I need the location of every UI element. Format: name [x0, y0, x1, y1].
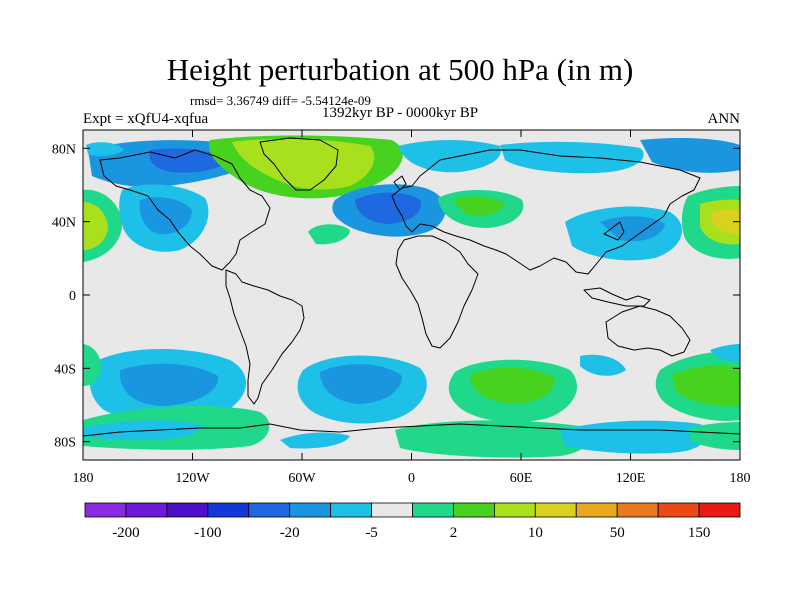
colorbar-label: -5: [365, 525, 378, 541]
colorbar-box: [412, 502, 454, 518]
lon-label: 60E: [510, 471, 533, 486]
colorbar-label: -200: [112, 525, 140, 541]
colorbar-box: [575, 502, 618, 518]
colorbar-label: -20: [280, 525, 300, 541]
colorbar: [84, 502, 741, 518]
colorbar-box: [493, 502, 536, 518]
lon-label: 0: [408, 471, 415, 486]
period-label: 1392kyr BP - 0000kyr BP: [322, 105, 479, 121]
colorbar-box: [166, 502, 209, 518]
colorbar-box: [698, 502, 741, 518]
colorbar-label: 2: [450, 525, 458, 541]
longitude-labels: 180 120W 60W 0 60E 120E 180: [73, 471, 751, 486]
colorbar-box: [330, 502, 372, 518]
colorbar-box: [84, 502, 127, 518]
japan-coast: [603, 221, 625, 241]
colorbar-box: [371, 502, 413, 518]
colorbar-label: 150: [688, 525, 711, 541]
colorbar-box: [248, 502, 291, 518]
colorbar-box: [534, 502, 577, 518]
lon-label: 180: [730, 471, 751, 486]
colorbar-box: [125, 502, 168, 518]
africa-coast: [395, 235, 479, 349]
plot-title: Height perturbation at 500 hPa (in m): [166, 52, 634, 87]
eurasia-coast: [391, 149, 701, 275]
season-label: ANN: [707, 111, 741, 127]
colorbar-labels: -200 -100 -20 -5 2 10 50 150: [112, 525, 710, 541]
axis-ticks: [82, 130, 741, 460]
north-america-coast: [99, 149, 271, 271]
lon-label: 180: [73, 471, 94, 486]
colorbar-box: [289, 502, 332, 518]
lon-label: 120E: [616, 471, 646, 486]
antarctica-coast: [83, 423, 740, 437]
lat-label: 0: [69, 289, 76, 304]
colorbar-box: [616, 502, 659, 518]
australia-coast: [605, 305, 691, 357]
lon-label: 120W: [175, 471, 210, 486]
greenland-coast: [259, 137, 339, 191]
coastlines: [83, 137, 740, 437]
lat-label: 40S: [54, 362, 76, 377]
contour-fields: [83, 135, 740, 458]
lat-label: 40N: [52, 216, 76, 231]
colorbar-label: 10: [528, 525, 543, 541]
lat-label: 80N: [52, 142, 76, 157]
latitude-labels: 80N 40N 0 40S 80S: [52, 142, 76, 450]
colorbar-label: -100: [194, 525, 222, 541]
lat-label: 80S: [54, 436, 76, 451]
stats-label: rmsd= 3.36749 diff= -5.54124e-09: [190, 93, 371, 108]
colorbar-box: [657, 502, 700, 518]
colorbar-box: [207, 502, 250, 518]
british-isles-coast: [393, 175, 407, 191]
colorbar-box: [453, 502, 495, 518]
experiment-label: Expt = xQfU4-xqfua: [83, 111, 209, 127]
colorbar-label: 50: [610, 525, 625, 541]
south-america-coast: [225, 269, 305, 405]
lon-label: 60W: [288, 471, 316, 486]
indonesia-coast: [583, 287, 651, 307]
